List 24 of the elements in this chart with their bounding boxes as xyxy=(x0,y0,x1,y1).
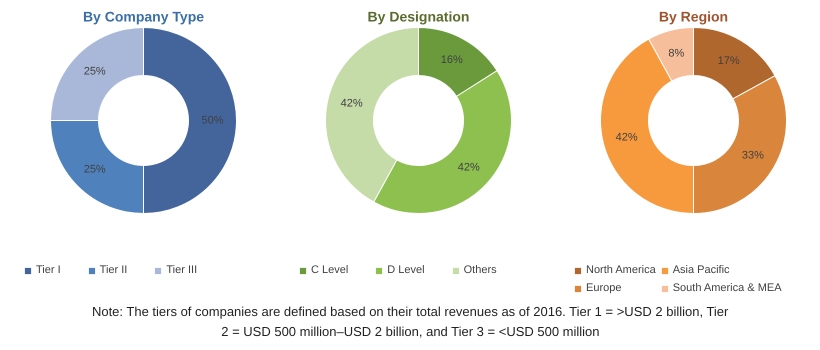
data-label: 25% xyxy=(84,163,106,176)
legend-label: Tier II xyxy=(100,263,128,277)
data-label: 42% xyxy=(616,132,638,144)
chart-title: By Region xyxy=(658,8,728,24)
legend-label: C Level xyxy=(311,263,348,277)
legend-label: North America xyxy=(586,263,656,277)
data-label: 17% xyxy=(718,55,740,68)
legend-label: D Level xyxy=(387,263,425,277)
legend-label: Asia Pacific xyxy=(672,263,730,277)
legend-label: Tier III xyxy=(166,263,198,277)
data-label: 42% xyxy=(458,162,480,174)
chart-title: By Designation xyxy=(368,8,470,24)
data-label: 42% xyxy=(340,97,363,110)
legend-label: South America & MEA xyxy=(672,281,782,295)
data-label: 33% xyxy=(742,150,764,162)
legend-label: Europe xyxy=(586,281,622,295)
data-label: 25% xyxy=(84,66,106,78)
text: Note: The tiers of companies are defined based on their total revenues as of 2016. Tier 1 = >USD 2 billion, Tier 2 = USD 500 million–USD 2 billion, and Tier 3 = <USD 500 million xyxy=(92,304,730,339)
chart-title: By Company Type xyxy=(82,8,204,24)
legend-label: Others xyxy=(464,263,497,277)
data-label: 8% xyxy=(668,48,685,60)
legend-label: Tier I xyxy=(36,263,61,277)
data-label: 16% xyxy=(440,54,463,66)
data-label: 50% xyxy=(201,114,224,126)
